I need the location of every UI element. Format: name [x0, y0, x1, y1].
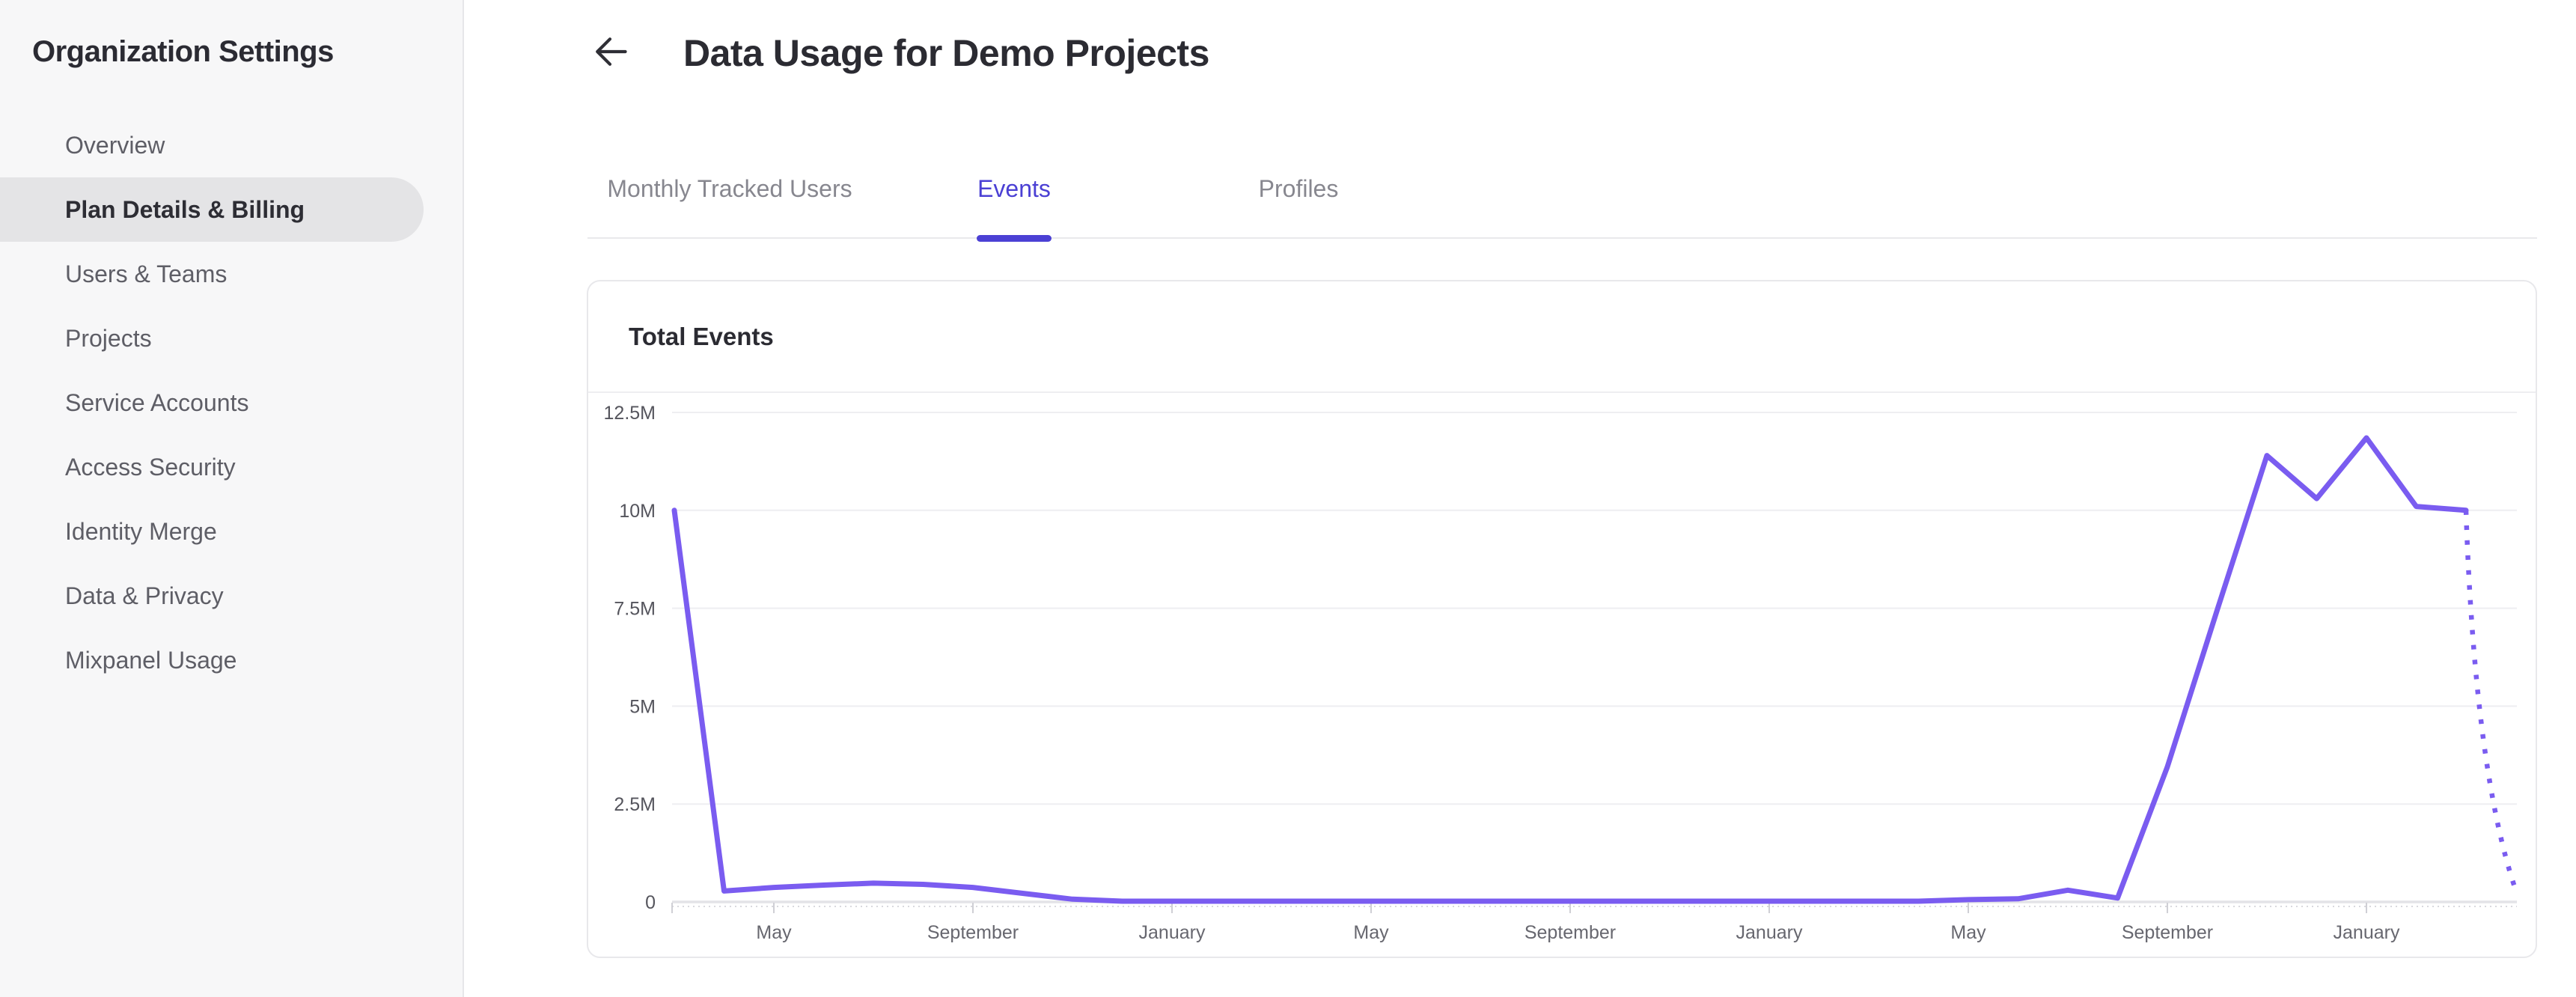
x-axis-label: January — [1736, 922, 1803, 943]
tab-monthly-tracked-users[interactable]: Monthly Tracked Users — [607, 174, 852, 202]
sidebar-item-mixpanel-usage[interactable]: Mixpanel Usage — [65, 646, 237, 674]
y-axis-label: 0 — [645, 892, 656, 913]
sidebar-nav: Overview Plan Details & Billing Users & Te… — [0, 113, 461, 692]
arrow-left-icon — [589, 37, 631, 75]
back-button[interactable] — [588, 31, 632, 73]
tab-profiles[interactable]: Profiles — [1258, 174, 1339, 202]
sidebar-item-overview[interactable]: Overview — [65, 131, 165, 159]
sidebar-title: Organization Settings — [32, 35, 334, 68]
x-axis-label: May — [1950, 922, 1986, 943]
y-axis-label: 12.5M — [604, 403, 656, 424]
card-title: Total Events — [588, 281, 2536, 393]
x-axis-label: January — [1139, 922, 1206, 943]
x-axis-label: September — [927, 922, 1019, 943]
y-axis-label: 7.5M — [614, 599, 656, 620]
y-axis-label: 10M — [619, 501, 656, 522]
events-line-chart: 0 2.5M 5M 7.5M 10M 12.5M May September January Ma… — [604, 403, 2518, 943]
sidebar-item-access-security[interactable]: Access Security — [65, 453, 236, 481]
x-axis-label: May — [756, 922, 792, 943]
sidebar-item-service-accounts[interactable]: Service Accounts — [65, 388, 249, 416]
events-line[interactable] — [671, 435, 2469, 904]
x-axis-label: September — [1524, 922, 1616, 943]
sidebar: Organization Settings Overview Plan Detai… — [0, 0, 464, 997]
sidebar-item-projects[interactable]: Projects — [65, 324, 152, 352]
sidebar-item-identity-merge[interactable]: Identity Merge — [65, 517, 217, 545]
tab-events[interactable]: Events — [872, 140, 1156, 242]
y-axis-label: 5M — [629, 696, 656, 717]
sidebar-item-plan-details-billing[interactable]: Plan Details & Billing — [0, 177, 424, 242]
y-axis-label: 2.5M — [614, 794, 656, 815]
sidebar-item-data-privacy[interactable]: Data & Privacy — [65, 582, 224, 609]
total-events-card: Total Events 0 2.5M 5M 7.5M 10M 12.5M May Septe… — [587, 280, 2537, 958]
x-axis-label: September — [2122, 922, 2213, 943]
x-axis-label: May — [1353, 922, 1389, 943]
usage-tabs: Monthly Tracked Users Events Profiles — [587, 140, 2537, 242]
page-title: Data Usage for Demo Projects — [683, 32, 1209, 74]
sidebar-item-users-teams[interactable]: Users & Teams — [65, 260, 228, 287]
x-axis-label: January — [2334, 922, 2400, 943]
events-line-projected — [2463, 510, 2518, 891]
chart-area[interactable]: 0 2.5M 5M 7.5M 10M 12.5M May September January Ma… — [588, 394, 2536, 957]
